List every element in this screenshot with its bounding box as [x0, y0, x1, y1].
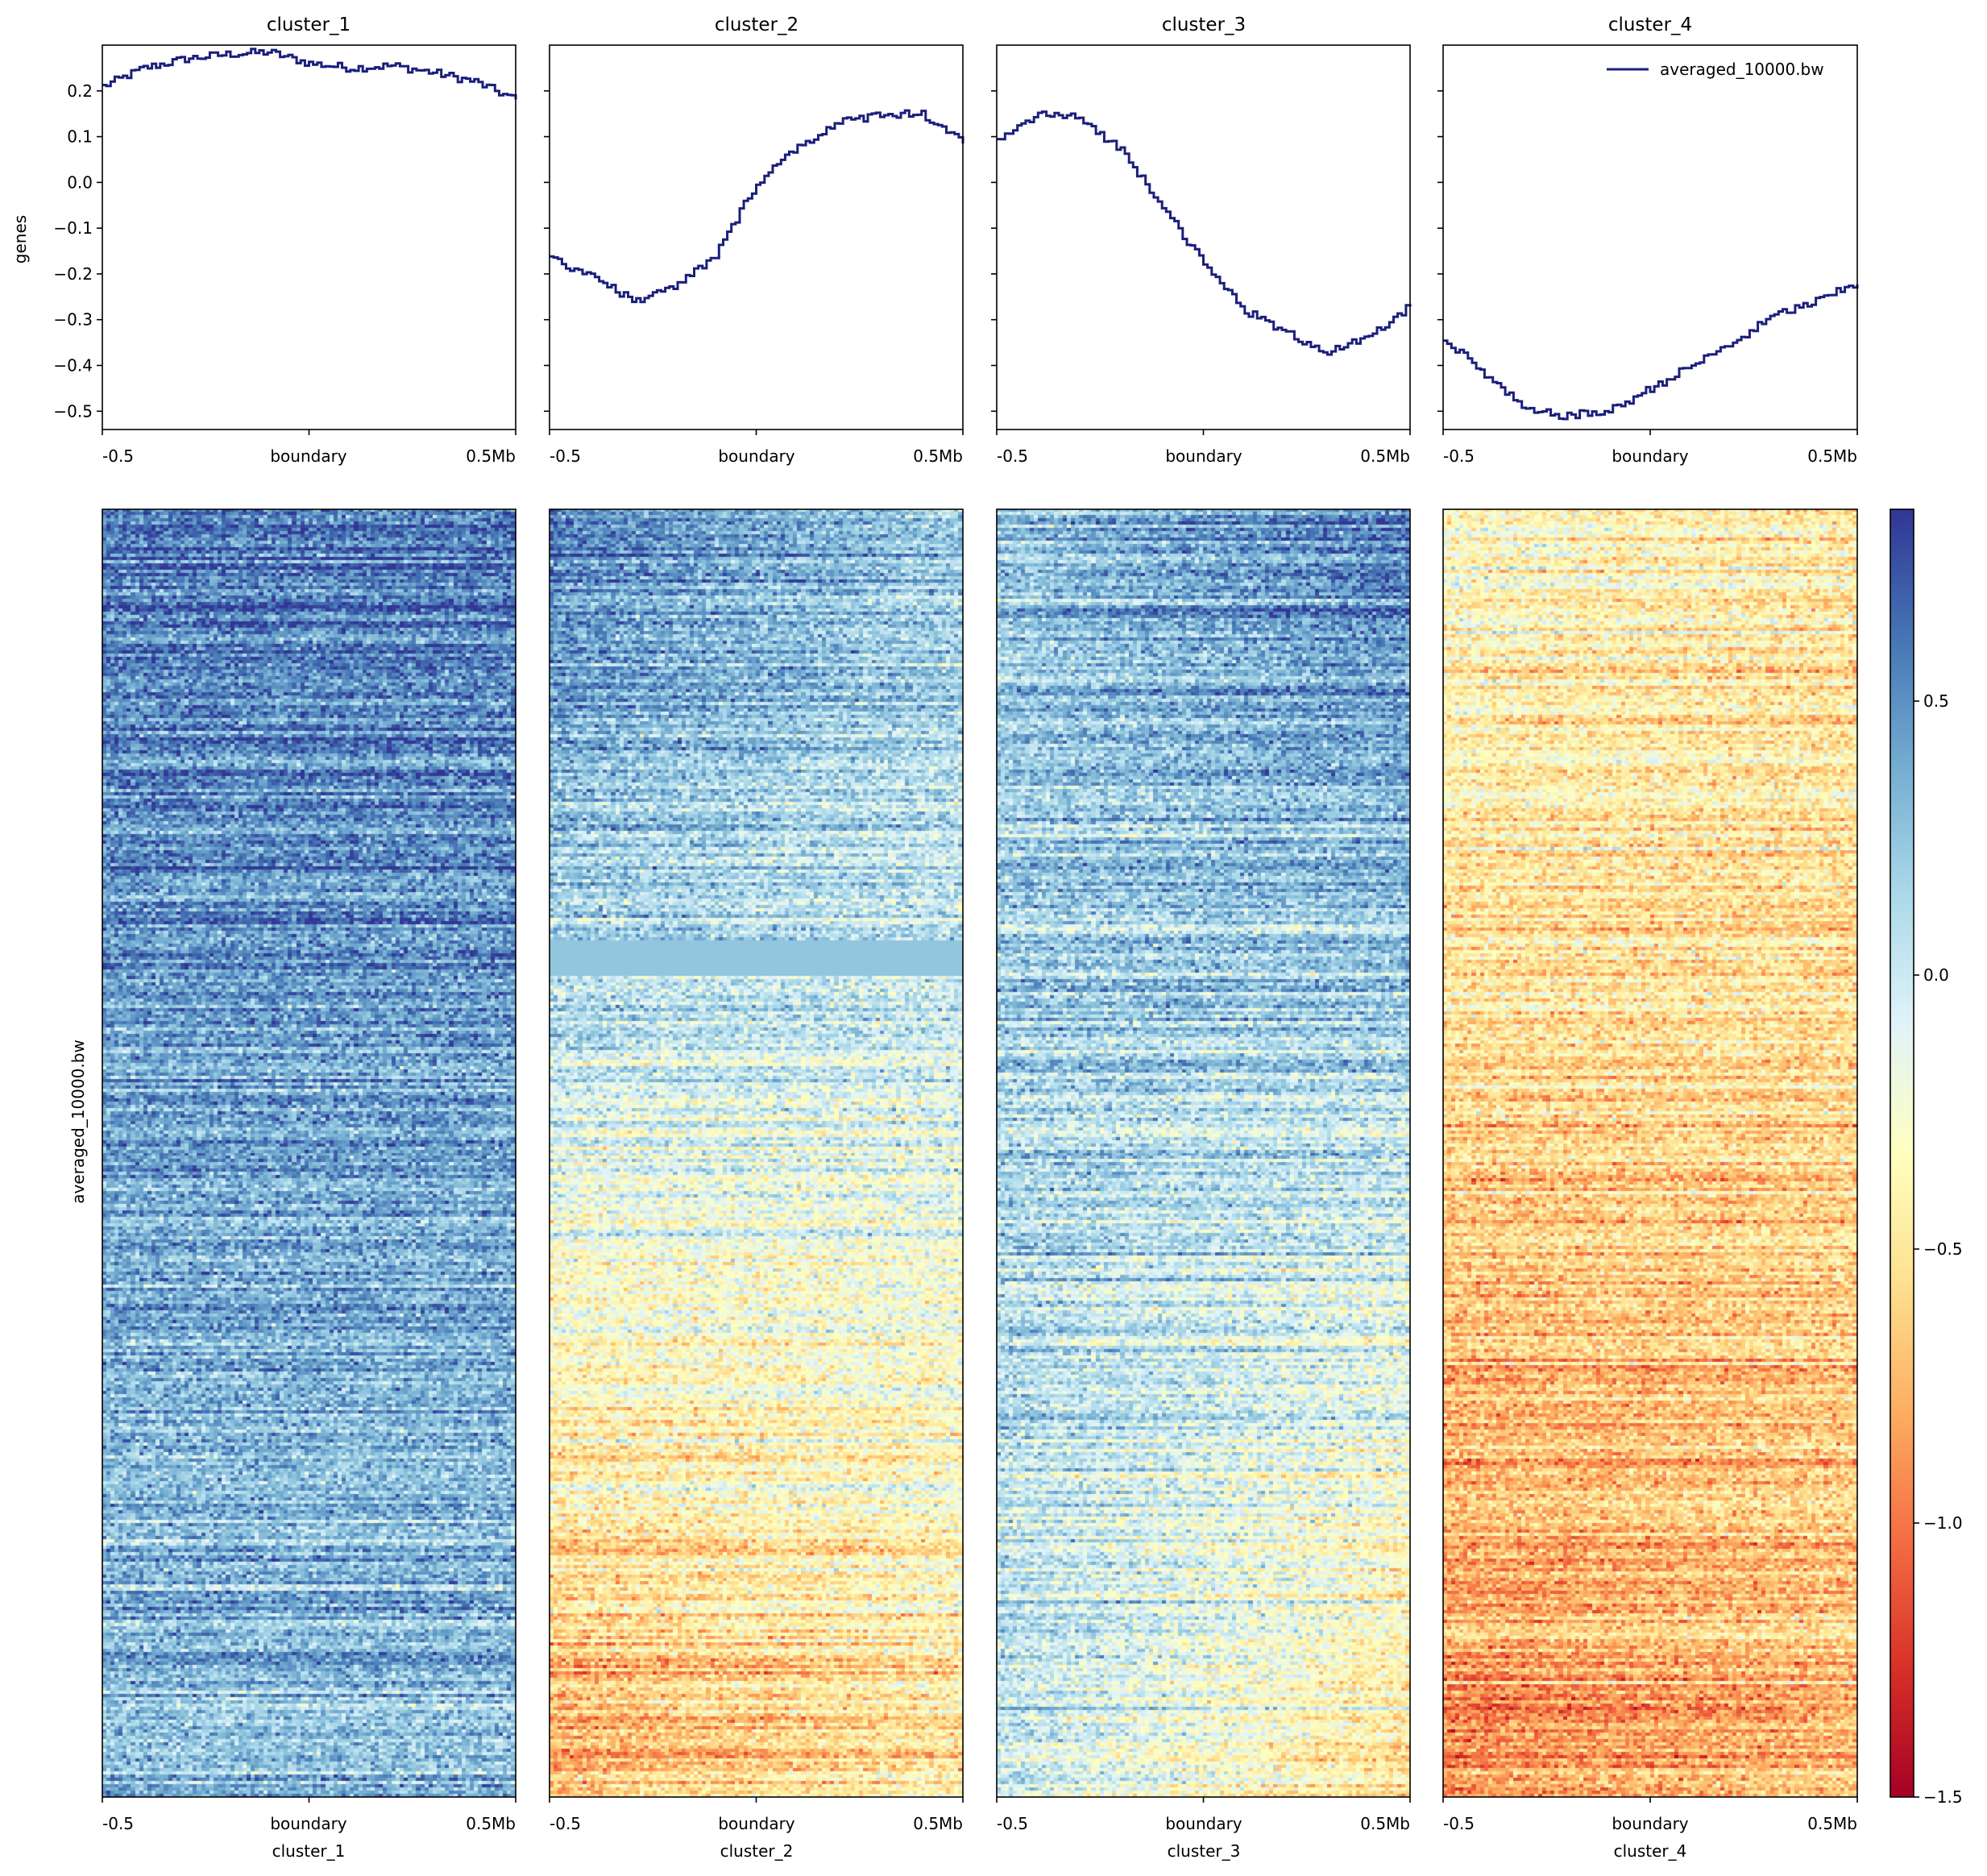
- colorbar-tick-label: 0.5: [1923, 691, 1949, 711]
- heatmap-xtick-right-3: 0.5Mb: [1360, 1814, 1410, 1833]
- profile-ytick-label: 0.2: [67, 81, 93, 101]
- colorbar-tick-label: −0.5: [1923, 1239, 1963, 1259]
- heatmap-xlabel-1: cluster_1: [272, 1841, 346, 1861]
- profile-xtick-right-2: 0.5Mb: [913, 446, 963, 466]
- heatmap-ylabel: averaged_10000.bw: [68, 1040, 88, 1204]
- cluster-3-title: cluster_3: [1162, 15, 1246, 35]
- profile-xtick-right-3: 0.5Mb: [1360, 446, 1410, 466]
- colorbar: 0.5 0.0 −0.5 −1.0 −1.5: [1890, 508, 1963, 1807]
- heatmap-xtick-center-4: boundary: [1612, 1814, 1688, 1833]
- profile-xtick-left-4: -0.5: [1443, 446, 1475, 466]
- heatmap-xtick-center-3: boundary: [1165, 1814, 1242, 1833]
- profile-ytick-label: −0.3: [53, 310, 93, 330]
- cluster-2-title: cluster_2: [715, 15, 799, 35]
- profile-xtick-right-4: 0.5Mb: [1807, 446, 1857, 466]
- legend-label: averaged_10000.bw: [1660, 60, 1824, 79]
- profile-ylabel: genes: [10, 215, 30, 264]
- profile-panel-3: cluster_3 -0.5 boundary 0.5Mb: [996, 15, 1412, 466]
- profile-xtick-right-1: 0.5Mb: [466, 446, 516, 466]
- heatmap-xtick-left-2: -0.5: [550, 1814, 581, 1833]
- profile-xtick-left-3: -0.5: [997, 446, 1028, 466]
- heatmap-image-2: [550, 509, 963, 1797]
- profile-xtick-left-1: -0.5: [102, 446, 134, 466]
- profile-xtick-center-4: boundary: [1612, 446, 1688, 466]
- heatmap-xtick-left-3: -0.5: [997, 1814, 1028, 1833]
- heatmap-xtick-left-4: -0.5: [1443, 1814, 1475, 1833]
- heatmap-image-3: [997, 509, 1410, 1797]
- heatmap-xtick-right-2: 0.5Mb: [913, 1814, 963, 1833]
- heatmap-xlabel-2: cluster_2: [720, 1841, 794, 1861]
- heatmap-xtick-center-1: boundary: [270, 1814, 346, 1833]
- profile-yaxis: 0.2 0.1 0.0 −0.1 −0.2 −0.3 −0.4 −0.5: [53, 81, 1443, 421]
- profile-xtick-left-2: -0.5: [550, 446, 581, 466]
- heatmap-xtick-right-1: 0.5Mb: [466, 1814, 516, 1833]
- profile-line-3: [997, 110, 1412, 356]
- profile-ytick-label: −0.2: [53, 264, 93, 284]
- profile-panel-1: cluster_1 0.20.10.0−0.1−0.2−0.3−0.4−0.5 …: [53, 15, 1443, 466]
- heatmap-xlabel-3: cluster_3: [1168, 1841, 1241, 1861]
- colorbar-tick-label: −1.5: [1923, 1787, 1963, 1807]
- heatmap-image-1: [102, 509, 516, 1797]
- profile-xtick-center-1: boundary: [270, 446, 346, 466]
- heatmap-xlabel-4: cluster_4: [1614, 1841, 1687, 1861]
- heatmap-xtick-left-1: -0.5: [102, 1814, 134, 1833]
- profile-xtick-center-3: boundary: [1165, 446, 1242, 466]
- heatmap-panel-1: -0.5 boundary 0.5Mb cluster_1: [102, 508, 516, 1861]
- cluster-4-title: cluster_4: [1608, 15, 1692, 35]
- profile-frame-1: [102, 44, 516, 430]
- profile-frame-3: [996, 44, 1411, 430]
- legend: averaged_10000.bw: [1607, 60, 1824, 79]
- profile-ytick-label: −0.1: [53, 218, 93, 238]
- profile-ytick-label: 0.1: [67, 127, 93, 147]
- profile-panel-2: cluster_2 -0.5 boundary 0.5Mb: [549, 15, 964, 466]
- colorbar-tick-label: 0.0: [1923, 965, 1949, 985]
- heatmap-panel-2: -0.5 boundary 0.5Mb cluster_2: [549, 508, 964, 1861]
- profile-xtick-center-2: boundary: [718, 446, 794, 466]
- profile-frame-4: [1442, 44, 1858, 430]
- heatmap-panel-3: -0.5 boundary 0.5Mb cluster_3: [996, 508, 1411, 1861]
- profile-panel-4: cluster_4 averaged_10000.bw -0.5 boundar…: [1442, 15, 1859, 466]
- profile-ytick-label: −0.4: [53, 356, 93, 376]
- profile-ytick-label: −0.5: [53, 401, 93, 421]
- heatmap-xtick-right-4: 0.5Mb: [1807, 1814, 1857, 1833]
- cluster-1-title: cluster_1: [267, 15, 351, 35]
- colorbar-ticks: 0.5 0.0 −0.5 −1.0 −1.5: [1914, 691, 1963, 1807]
- profile-line-4: [1443, 284, 1859, 421]
- heatmap-image-4: [1443, 509, 1857, 1797]
- profile-line-2: [550, 109, 964, 304]
- profile-line-1: [102, 48, 517, 100]
- profile-ytick-label: 0.0: [67, 172, 93, 192]
- heatmap-panel-4: -0.5 boundary 0.5Mb cluster_4: [1442, 508, 1858, 1861]
- colorbar-gradient: [1890, 508, 1914, 1798]
- heatmap-xtick-center-2: boundary: [718, 1814, 794, 1833]
- profile-frame-2: [549, 44, 964, 430]
- colorbar-tick-label: −1.0: [1923, 1513, 1963, 1533]
